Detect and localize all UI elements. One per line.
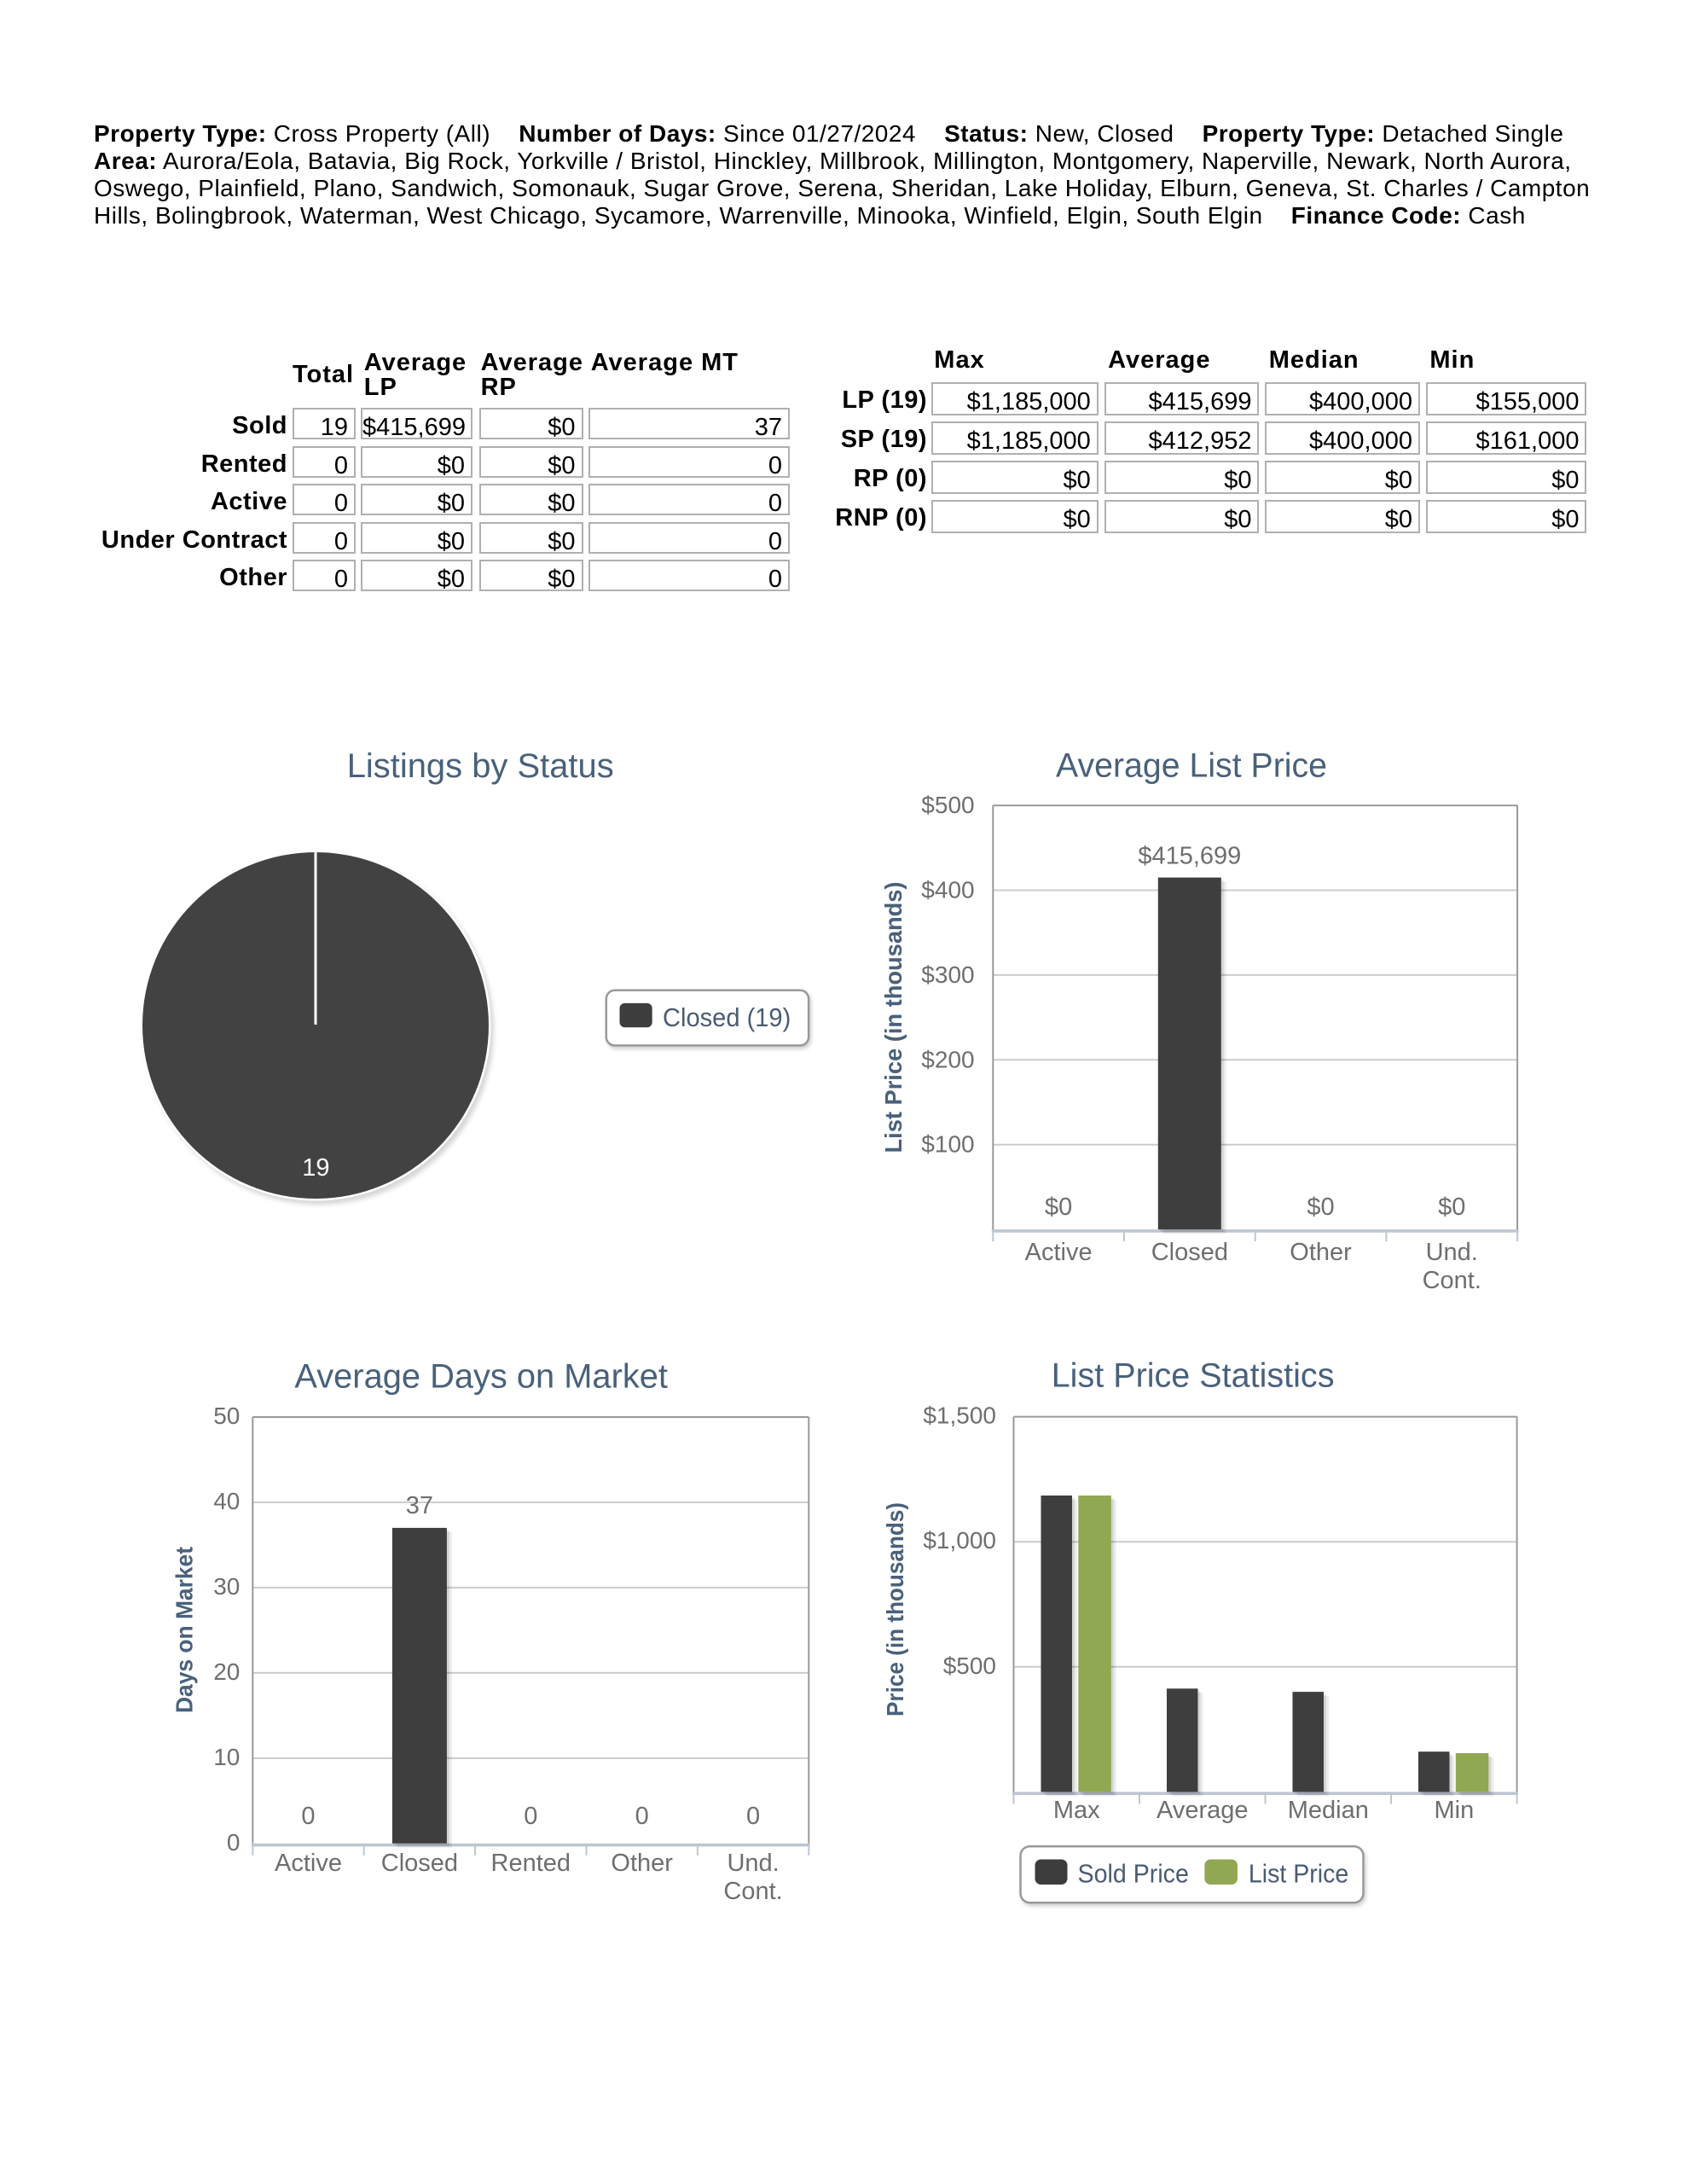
svg-text:Cont.: Cont.	[723, 1878, 782, 1905]
svg-text:0: 0	[301, 1803, 315, 1830]
svg-text:Other: Other	[1290, 1239, 1352, 1266]
svg-text:Average Days on Market: Average Days on Market	[294, 1357, 668, 1395]
svg-text:37: 37	[406, 1492, 433, 1519]
svg-text:0: 0	[524, 1803, 537, 1830]
svg-text:List Price Statistics: List Price Statistics	[1052, 1357, 1335, 1395]
svg-text:Days on Market: Days on Market	[171, 1547, 198, 1713]
svg-text:$200: $200	[921, 1046, 974, 1072]
svg-text:Price (in thousands): Price (in thousands)	[882, 1502, 908, 1716]
svg-text:$0: $0	[1045, 1194, 1072, 1221]
svg-text:Sold Price: Sold Price	[1078, 1859, 1189, 1889]
svg-text:$300: $300	[921, 961, 974, 988]
svg-text:$415,699: $415,699	[1138, 843, 1241, 870]
svg-text:20: 20	[213, 1658, 240, 1685]
svg-text:10: 10	[213, 1744, 240, 1770]
svg-text:Closed (19): Closed (19)	[663, 1002, 791, 1032]
svg-text:Closed: Closed	[1151, 1239, 1228, 1266]
svg-text:Min: Min	[1434, 1797, 1474, 1824]
svg-text:0: 0	[227, 1829, 241, 1856]
svg-text:$500: $500	[921, 792, 974, 818]
svg-text:$0: $0	[1307, 1194, 1334, 1221]
svg-text:0: 0	[635, 1803, 649, 1830]
svg-text:Cont.: Cont.	[1423, 1267, 1481, 1294]
svg-text:Average: Average	[1157, 1797, 1249, 1824]
svg-text:Rented: Rented	[491, 1850, 571, 1877]
svg-text:19: 19	[302, 1154, 329, 1182]
svg-text:40: 40	[213, 1488, 240, 1514]
svg-text:Other: Other	[611, 1850, 673, 1877]
svg-text:Median: Median	[1288, 1797, 1369, 1824]
svg-text:Average List Price: Average List Price	[1056, 746, 1327, 784]
svg-text:$1,000: $1,000	[923, 1527, 996, 1554]
svg-text:$0: $0	[1438, 1194, 1465, 1221]
svg-text:$500: $500	[943, 1653, 996, 1679]
svg-text:Closed: Closed	[381, 1850, 458, 1877]
svg-text:$400: $400	[921, 877, 974, 903]
svg-text:30: 30	[213, 1573, 240, 1600]
svg-text:Max: Max	[1053, 1797, 1100, 1824]
svg-text:Active: Active	[1025, 1239, 1093, 1266]
svg-text:$1,500: $1,500	[923, 1403, 996, 1429]
svg-text:List Price: List Price	[1249, 1859, 1348, 1889]
svg-text:50: 50	[213, 1403, 240, 1429]
svg-text:Und.: Und.	[727, 1850, 779, 1877]
svg-text:0: 0	[746, 1803, 760, 1830]
svg-text:Und.: Und.	[1426, 1239, 1478, 1266]
svg-text:Active: Active	[275, 1850, 342, 1877]
svg-text:$100: $100	[921, 1131, 974, 1158]
svg-text:Listings by Status: Listings by Status	[347, 747, 614, 785]
svg-text:List Price (in thousands): List Price (in thousands)	[880, 882, 907, 1153]
